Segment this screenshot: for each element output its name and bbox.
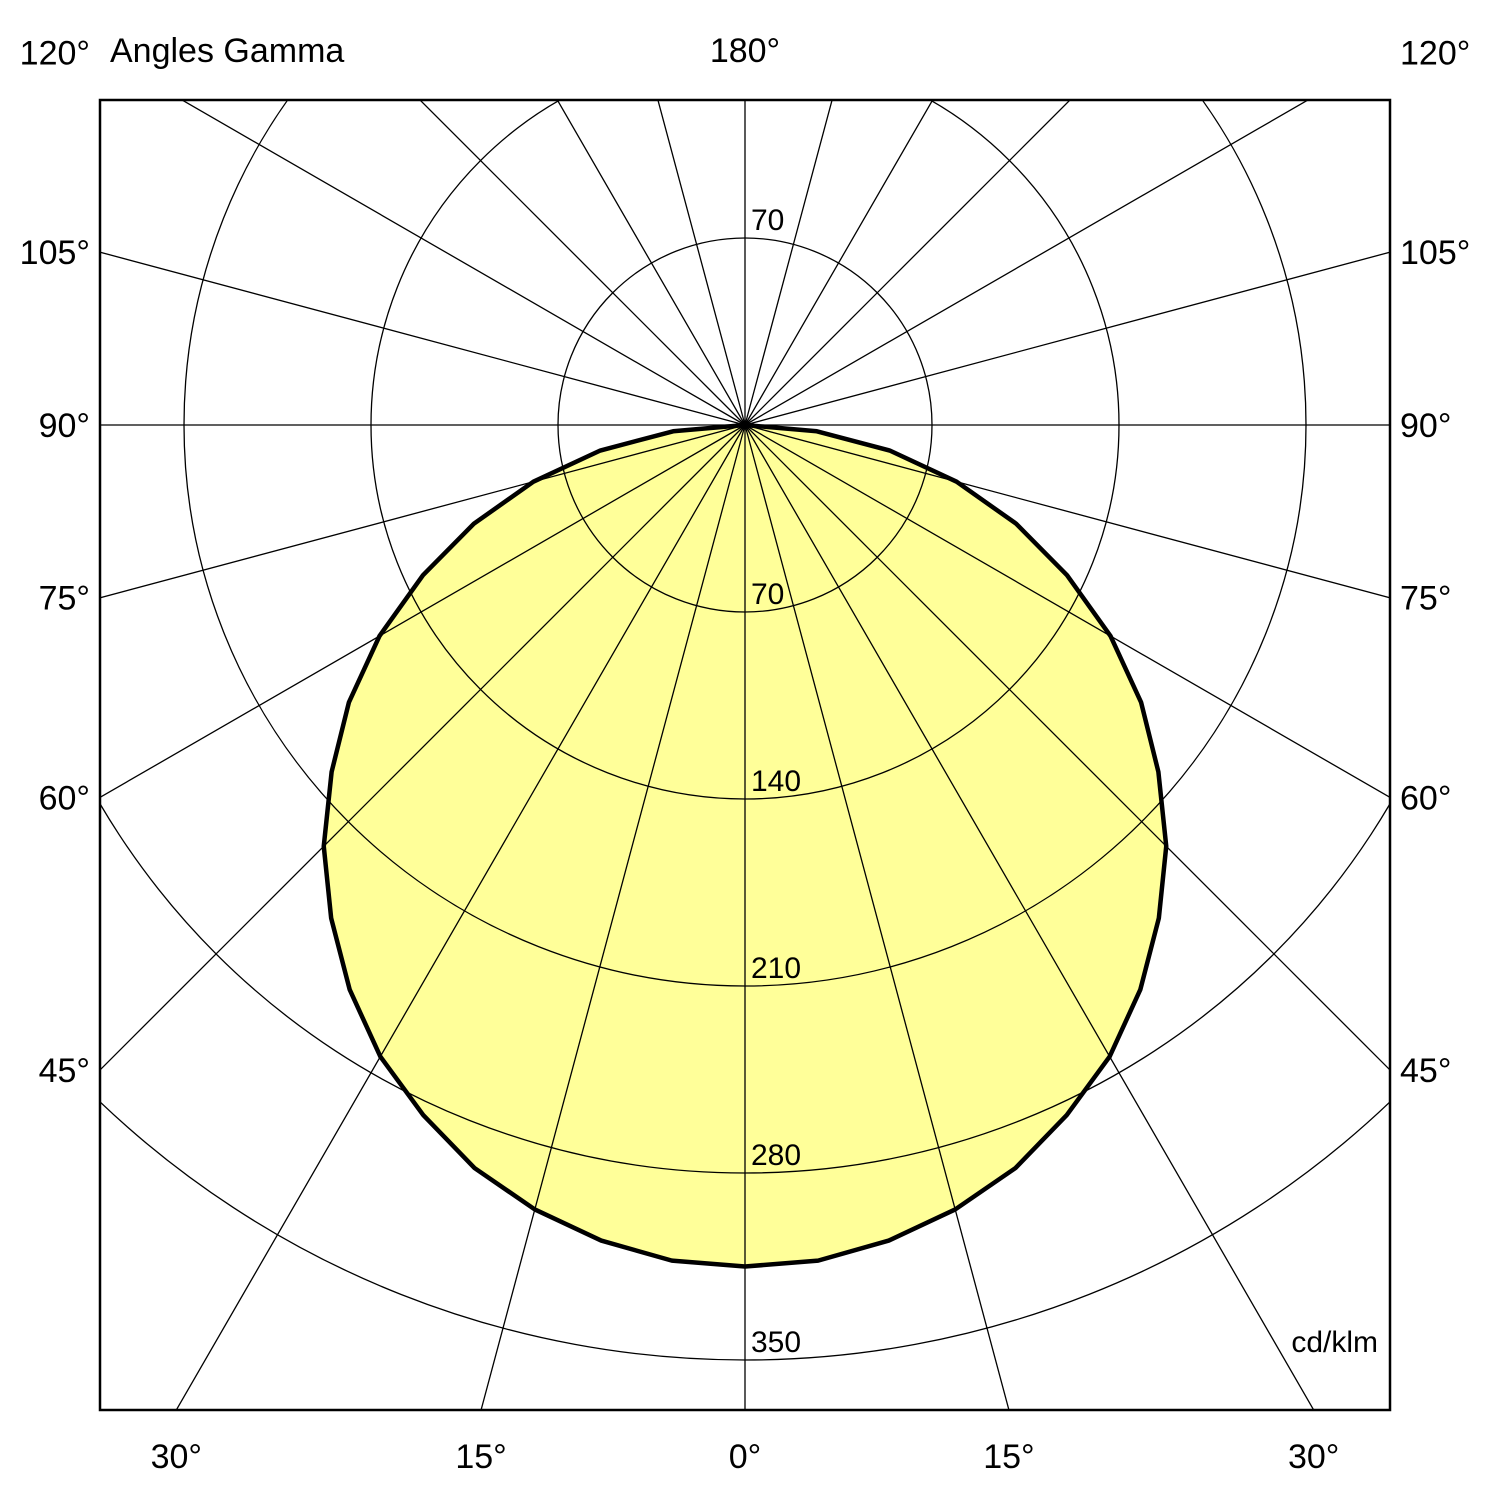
radial-gridline <box>744 251 1390 426</box>
radial-gridline <box>556 100 746 426</box>
ring-value-label: 140 <box>751 765 801 798</box>
side-gamma-label-left: 60° <box>39 779 90 817</box>
side-gamma-label-left: 105° <box>20 234 90 272</box>
side-gamma-label-right: 60° <box>1400 779 1451 817</box>
bottom-gamma-label: 30° <box>151 1438 202 1476</box>
bottom-gamma-label: 30° <box>1288 1438 1339 1476</box>
ring-gridline <box>100 802 1390 1174</box>
ring-value-label: 350 <box>751 1326 801 1359</box>
plot-frame <box>98 98 1392 1412</box>
side-gamma-label-left: 45° <box>39 1052 90 1090</box>
bottom-gamma-label: 15° <box>983 1438 1034 1476</box>
axis-labels: 70 70 140 210 280 350 120° 120° 105° 105° 90° 90° 75… <box>20 35 1471 1476</box>
intensity-curve-outline <box>321 422 1169 1269</box>
ring-gridline <box>557 237 933 613</box>
radial-gridline <box>744 424 1390 599</box>
ring-value-label: 70 <box>751 578 784 611</box>
radial-gridline <box>744 424 1390 799</box>
ring-gridline <box>370 100 1120 800</box>
radial-gridline <box>480 424 746 1410</box>
ring-gridline <box>183 100 1307 987</box>
top-axis-label: 180° <box>710 32 780 70</box>
side-gamma-label-left: 75° <box>39 580 90 618</box>
radial-gridline <box>180 100 746 426</box>
side-gamma-label-left: 120° <box>20 35 90 73</box>
ring-gridline <box>100 1100 1390 1361</box>
side-gamma-label-right: 120° <box>1400 35 1470 73</box>
radial-gridline <box>100 424 746 799</box>
radial-gridline <box>744 424 1315 1410</box>
bottom-gamma-label: 0° <box>729 1438 762 1476</box>
radial-gridline <box>175 424 746 1410</box>
radial-gridline <box>100 424 746 599</box>
radial-gridline <box>100 424 746 1071</box>
ring-value-label: 210 <box>751 952 801 985</box>
side-gamma-label-left: 90° <box>39 407 90 445</box>
bottom-gamma-label: 15° <box>455 1438 506 1476</box>
side-gamma-label-right: 105° <box>1400 234 1470 272</box>
radial-gridline <box>100 251 746 426</box>
intensity-curve-line <box>321 422 1169 1269</box>
side-gamma-label-right: 45° <box>1400 1052 1451 1090</box>
ring-value-label: 70 <box>751 204 784 237</box>
side-gamma-label-right: 75° <box>1400 580 1451 618</box>
radial-gridline <box>744 100 1071 426</box>
ring-value-label: 280 <box>751 1139 801 1172</box>
radial-gridline <box>744 100 934 426</box>
unit-label: cd/klm <box>1291 1326 1378 1359</box>
radial-gridline <box>744 100 833 426</box>
radial-gridline <box>744 424 1390 1071</box>
radial-gridline <box>419 100 746 426</box>
radial-gridline <box>744 100 1310 426</box>
side-gamma-label-right: 90° <box>1400 407 1451 445</box>
chart-title: Angles Gamma <box>110 32 344 70</box>
radial-gridline <box>744 424 1010 1410</box>
